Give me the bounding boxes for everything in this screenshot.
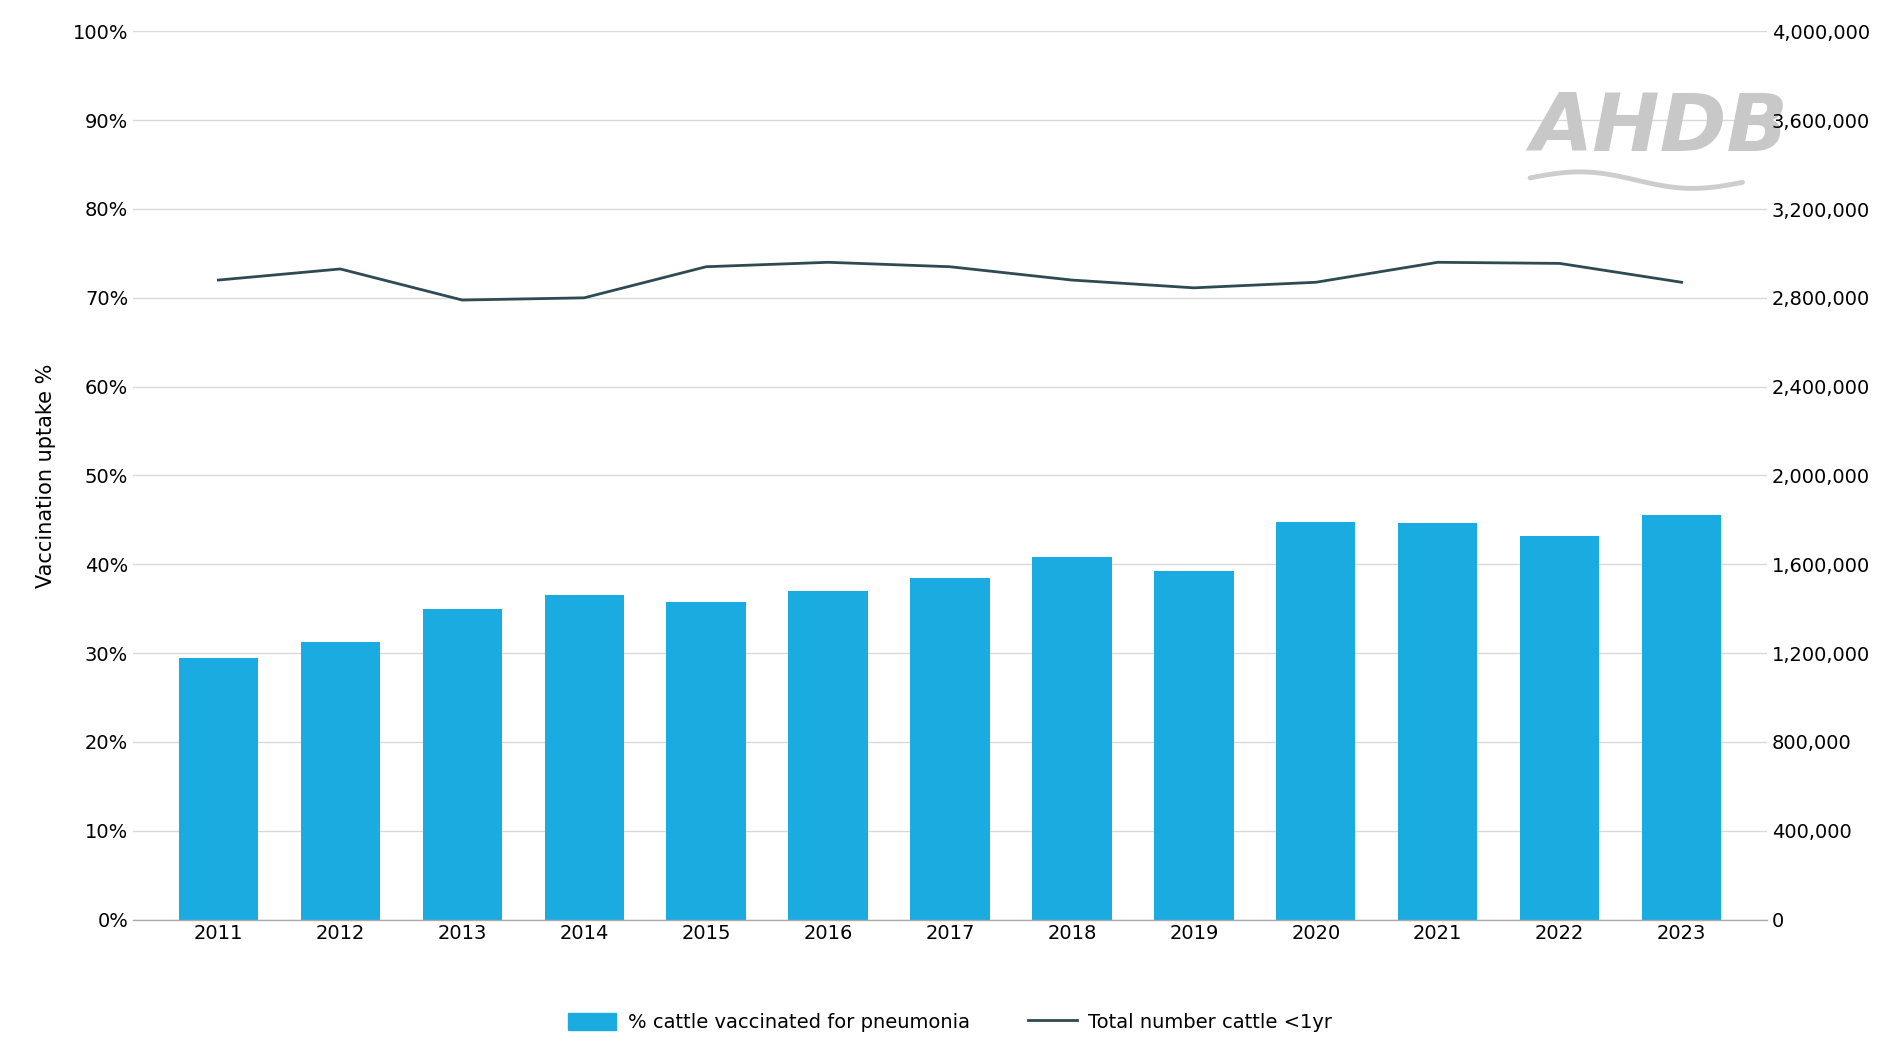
Bar — [667, 602, 747, 920]
Legend: % cattle vaccinated for pneumonia, Total number cattle <1yr: % cattle vaccinated for pneumonia, Total… — [560, 1005, 1340, 1040]
Bar — [1155, 572, 1233, 920]
Bar — [1398, 522, 1478, 920]
Bar — [1520, 536, 1600, 920]
Bar — [1032, 557, 1112, 920]
Bar — [545, 596, 623, 920]
Bar — [1642, 515, 1721, 920]
Bar — [910, 578, 990, 920]
Text: AHDB: AHDB — [1530, 90, 1788, 168]
Bar — [422, 608, 502, 920]
Bar — [300, 642, 380, 920]
Bar — [788, 591, 868, 920]
Bar — [179, 657, 258, 920]
Bar — [1277, 521, 1355, 920]
Y-axis label: Vaccination uptake %: Vaccination uptake % — [36, 364, 55, 587]
